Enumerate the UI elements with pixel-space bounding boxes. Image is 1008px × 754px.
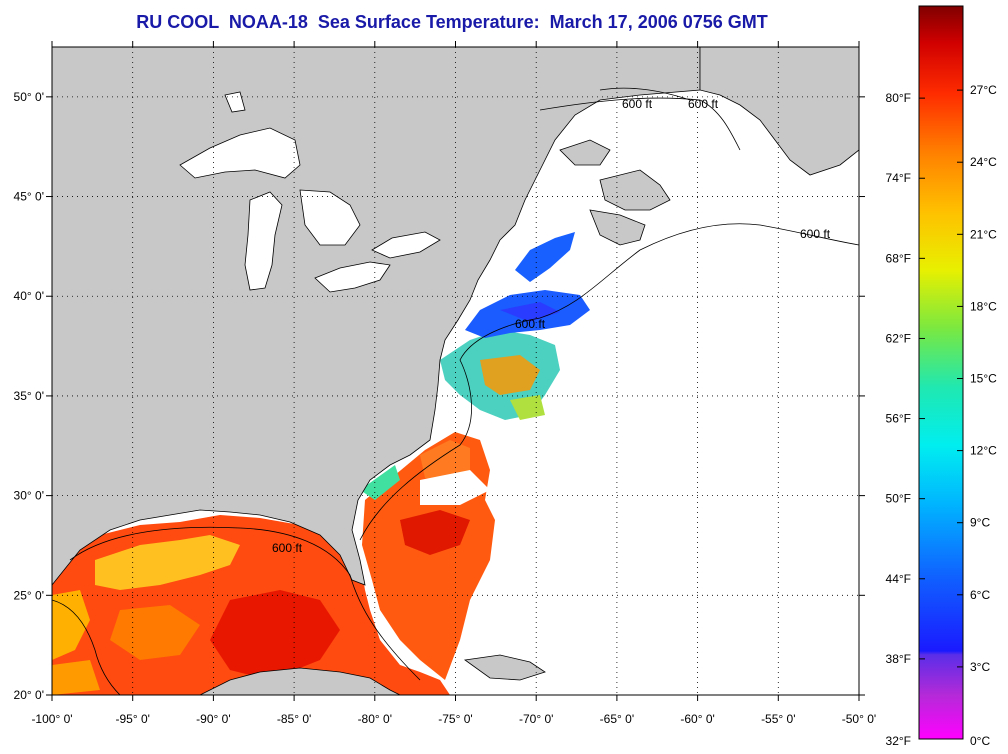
lat-tick-label: 20° 0': [14, 688, 44, 702]
lon-tick-label: -80° 0': [358, 712, 392, 726]
lon-tick-label: -65° 0': [600, 712, 634, 726]
colorbar-gradient: [918, 5, 964, 740]
lat-tick-label: 30° 0': [14, 489, 44, 503]
colorbar-f-label: 80°F: [886, 91, 911, 105]
lat-tick-label: 50° 0': [14, 90, 44, 104]
colorbar-c-label: 0°C: [970, 734, 990, 748]
colorbar-c-label: 24°C: [970, 155, 997, 169]
lon-tick-label: -60° 0': [680, 712, 714, 726]
lat-tick-label: 45° 0': [14, 190, 44, 204]
colorbar-c-label: 12°C: [970, 444, 997, 458]
colorbar: 32°F 38°F 44°F 50°F 56°F 62°F 68°F 74°F 80°F 0°C…: [886, 5, 997, 748]
lon-tick-label: -85° 0': [277, 712, 311, 726]
colorbar-f-label: 50°F: [886, 492, 911, 506]
axis-ticks: [46, 41, 865, 701]
colorbar-c-label: 9°C: [970, 516, 990, 530]
contour-label: 600 ft: [272, 541, 303, 555]
sst-northeast-shelf: [465, 232, 590, 338]
longitude-labels: -100° 0' -95° 0' -90° 0' -85° 0' -80° 0' -75°…: [31, 712, 876, 726]
colorbar-c-label: 15°C: [970, 372, 997, 386]
contour-label: 600 ft: [800, 227, 831, 241]
bathymetry-contour-600ft: [52, 87, 859, 695]
contour-label: 600 ft: [688, 97, 719, 111]
contour-label: 600 ft: [515, 317, 546, 331]
land-north-america: [52, 47, 859, 695]
colorbar-fahrenheit-labels: 32°F 38°F 44°F 50°F 56°F 62°F 68°F 74°F 80°F: [886, 91, 925, 748]
colorbar-f-label: 56°F: [886, 412, 911, 426]
colorbar-f-label: 68°F: [886, 251, 911, 265]
colorbar-f-label: 62°F: [886, 331, 911, 345]
contour-labels: 600 ft 600 ft 600 ft 600 ft 600 ft: [272, 97, 831, 555]
lat-tick-label: 25° 0': [14, 588, 44, 602]
contour-label: 600 ft: [622, 97, 653, 111]
lon-tick-label: -70° 0': [519, 712, 553, 726]
colorbar-c-label: 3°C: [970, 660, 990, 674]
colorbar-c-label: 18°C: [970, 299, 997, 313]
lon-tick-label: -50° 0': [842, 712, 876, 726]
lon-tick-label: -95° 0': [115, 712, 149, 726]
sst-mid-atlantic: [440, 330, 560, 420]
colorbar-celsius-labels: 0°C 3°C 6°C 9°C 12°C 15°C 18°C 21°C 24°C 27°C: [957, 83, 997, 748]
lon-tick-label: -55° 0': [761, 712, 795, 726]
colorbar-c-label: 6°C: [970, 588, 990, 602]
map-plot-area: 600 ft 600 ft 600 ft 600 ft 600 ft: [52, 47, 859, 695]
lat-tick-label: 35° 0': [14, 389, 44, 403]
lon-tick-label: -100° 0': [31, 712, 72, 726]
colorbar-f-label: 32°F: [886, 734, 911, 748]
sst-gulf-of-mexico: [52, 515, 450, 695]
lon-tick-label: -75° 0': [438, 712, 472, 726]
latitude-labels: 20° 0' 25° 0' 30° 0' 35° 0' 40° 0' 45° 0' 50° …: [14, 90, 44, 702]
colorbar-f-label: 74°F: [886, 171, 911, 185]
graticule-grid: [52, 47, 859, 695]
great-lakes-outline: [179, 91, 441, 293]
colorbar-c-label: 27°C: [970, 83, 997, 97]
colorbar-c-label: 21°C: [970, 227, 997, 241]
colorbar-f-label: 44°F: [886, 572, 911, 586]
map-title: RU COOL NOAA-18 Sea Surface Temperature:…: [136, 12, 768, 32]
colorbar-f-label: 38°F: [886, 652, 911, 666]
lat-tick-label: 40° 0': [14, 289, 44, 303]
lon-tick-label: -90° 0': [196, 712, 230, 726]
